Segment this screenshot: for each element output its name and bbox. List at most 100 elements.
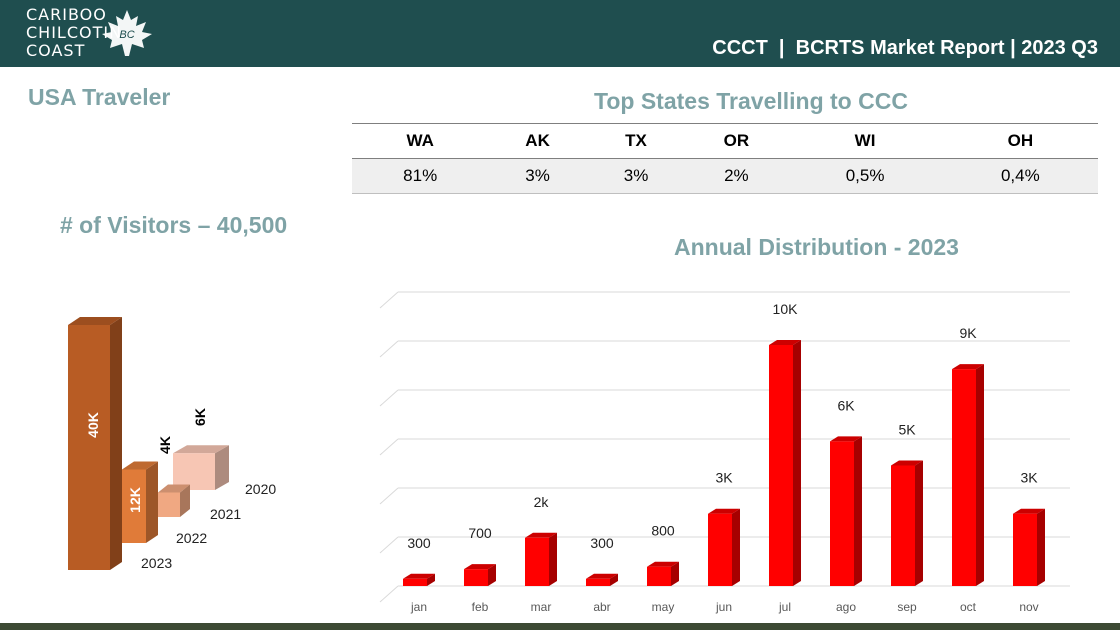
bar-front [173, 453, 215, 490]
bar-side [793, 340, 801, 586]
bar-jan [403, 573, 435, 586]
bar-top [891, 460, 923, 466]
state-code: TX [586, 123, 686, 159]
bar-side [215, 445, 229, 490]
bar-front [647, 566, 671, 586]
bar-side [1037, 508, 1045, 586]
bar-front [525, 537, 549, 586]
gridline-stub [379, 340, 399, 358]
maple-leaf-icon: BC [102, 10, 152, 56]
x-tick-label: jul [778, 600, 791, 614]
bar-front [769, 345, 793, 586]
state-share: 3% [488, 158, 587, 194]
data-label: 300 [407, 535, 431, 551]
bar-may [647, 561, 679, 586]
bar-top [173, 445, 229, 454]
x-tick-label: abr [593, 600, 610, 614]
bar-2021 [158, 484, 190, 517]
data-label: 10K [773, 301, 799, 317]
bar-jun [708, 508, 740, 586]
bar-side [854, 436, 862, 586]
logo: CARIBOO CHILCOTIN COAST [26, 6, 122, 60]
bar-top [464, 564, 496, 570]
logo-line-2: CHILCOTIN [26, 23, 123, 42]
bar-side [427, 573, 435, 586]
report-title: CCCT | BCRTS Market Report | 2023 Q3 [712, 37, 1098, 59]
annual-distribution-title: Annual Distribution - 2023 [674, 234, 959, 260]
logo-badge: BC [119, 29, 134, 41]
x-tick-label: sep [897, 600, 917, 614]
bar-front [68, 325, 110, 570]
bar-front [708, 513, 732, 586]
gridline-stub [379, 585, 399, 603]
bar-top [830, 436, 862, 442]
annual-distribution-chart: 300 jan 700 feb 2k mar 300 abr 800 may 3K jun 10K jul… [379, 291, 1070, 614]
bar-jul [769, 340, 801, 586]
year-label: 2022 [176, 530, 207, 546]
bar-side [549, 532, 557, 586]
bar-front [464, 569, 488, 586]
bar-2022 [122, 461, 158, 543]
gridline-stub [379, 536, 399, 554]
x-tick-label: mar [531, 600, 552, 614]
data-label: 4K [157, 436, 173, 454]
state-share: 0,5% [787, 158, 943, 194]
state-code: AK [488, 123, 587, 159]
x-tick-label: jan [410, 600, 427, 614]
x-tick-label: oct [960, 600, 977, 614]
data-label: 12K [127, 487, 143, 513]
state-share: 2% [685, 158, 788, 194]
bar-abr [586, 573, 618, 586]
x-tick-label: jun [715, 600, 732, 614]
bar-front [122, 469, 146, 543]
bar-front [1013, 513, 1037, 586]
state-share: 0,4% [942, 158, 1098, 194]
bar-front [952, 369, 976, 586]
data-label: 800 [651, 523, 675, 539]
bar-front [891, 465, 915, 586]
bar-top [708, 508, 740, 514]
bar-top [158, 484, 190, 493]
data-label: 6K [837, 397, 855, 413]
header-bar: CARIBOO CHILCOTIN COAST BC CCCT | BCRTS … [0, 0, 1120, 67]
states-header-row: WA AK TX OR WI OH [352, 123, 1098, 159]
bar-top [586, 573, 618, 579]
bar-top [647, 561, 679, 567]
logo-line-1: CARIBOO [26, 5, 107, 24]
bar-mar [525, 532, 557, 586]
x-tick-label: ago [836, 600, 856, 614]
x-tick-label: feb [472, 600, 489, 614]
bar-top [952, 364, 984, 370]
gridline-stub [379, 389, 399, 407]
bar-sep [891, 460, 923, 586]
visitors-title: # of Visitors – 40,500 [60, 212, 288, 238]
bar-side [915, 460, 923, 586]
year-label: 2021 [210, 506, 241, 522]
bar-top [68, 317, 122, 325]
bar-top [1013, 508, 1045, 514]
year-label: 2023 [141, 555, 172, 571]
bar-2020 [173, 445, 229, 490]
footer-bar [0, 623, 1120, 630]
bar-side [671, 561, 679, 586]
data-label: 6K [192, 408, 208, 426]
bar-ago [830, 436, 862, 586]
data-label: 3K [715, 470, 733, 486]
data-label: 40K [85, 412, 101, 438]
data-label: 700 [468, 525, 492, 541]
bar-top [769, 340, 801, 345]
data-label: 5K [898, 422, 916, 438]
state-share: 81% [352, 158, 489, 194]
data-label: 9K [959, 325, 977, 341]
bar-front [586, 578, 610, 586]
bar-side [488, 564, 496, 586]
gridline-stub [379, 438, 399, 456]
x-tick-label: may [652, 600, 675, 614]
gridline-stub [379, 487, 399, 505]
data-label: 3K [1020, 470, 1038, 486]
section-title: USA Traveler [28, 84, 171, 110]
bar-side [732, 508, 740, 586]
bar-2023 [68, 317, 122, 570]
data-label: 300 [590, 535, 614, 551]
